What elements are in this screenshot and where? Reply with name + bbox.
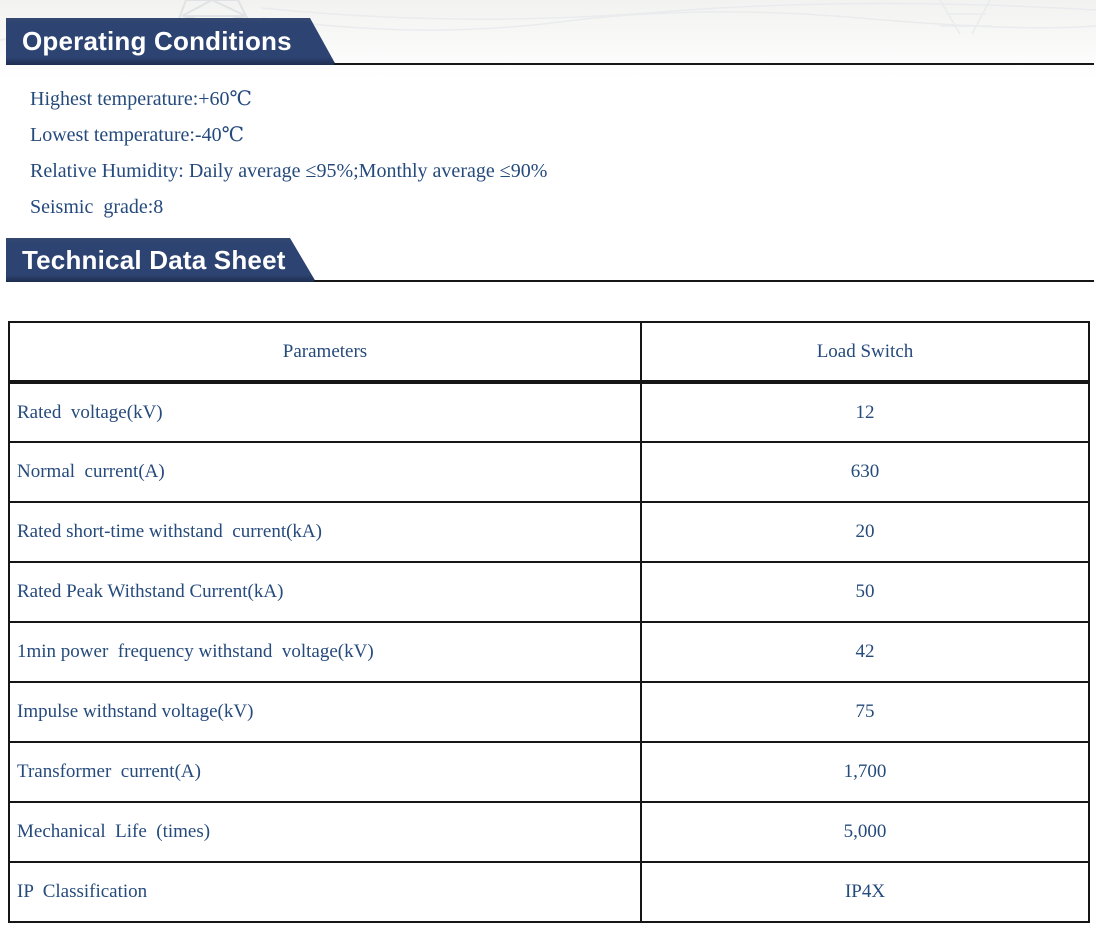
table-body: Rated voltage(kV) 12 Normal current(A) 6… [8,381,1090,923]
table-row: Rated Peak Withstand Current(kA) 50 [8,561,1090,623]
operating-conditions-list: Highest temperature:+60℃ Lowest temperat… [30,88,547,232]
param-cell: IP Classification [8,861,642,923]
condition-line-highest-temperature: Highest temperature:+60℃ [30,88,252,110]
section-rule-technical [314,280,1094,282]
section-banner-operating: Operating Conditions [6,18,336,65]
section-title-technical: Technical Data Sheet [22,244,286,275]
param-cell: Rated Peak Withstand Current(kA) [8,561,642,623]
condition-line-lowest-temperature: Lowest temperature:-40℃ [30,124,244,146]
section-title-operating: Operating Conditions [22,26,292,56]
section-rule-operating [334,63,1094,65]
section-banner-technical: Technical Data Sheet [6,238,316,282]
table-row: Transformer current(A) 1,700 [8,741,1090,803]
table-row: Impulse withstand voltage(kV) 75 [8,681,1090,743]
technical-data-table: Parameters Load Switch Rated voltage(kV)… [8,321,1090,923]
value-cell: 5,000 [640,801,1090,863]
value-cell: 75 [640,681,1090,743]
value-cell: 50 [640,561,1090,623]
table-row: Rated short-time withstand current(kA) 2… [8,501,1090,563]
condition-line-relative-humidity: Relative Humidity: Daily average ≤95%;Mo… [30,160,548,182]
param-cell: Impulse withstand voltage(kV) [8,681,642,743]
table-header-load-switch: Load Switch [640,321,1090,384]
table-row: Mechanical Life (times) 5,000 [8,801,1090,863]
value-cell: 42 [640,621,1090,683]
table-header-row: Parameters Load Switch [8,321,1090,384]
value-cell: 1,700 [640,741,1090,803]
condition-line-seismic-grade: Seismic grade:8 [30,196,164,218]
param-cell: Transformer current(A) [8,741,642,803]
technical-data-table-wrap: Parameters Load Switch Rated voltage(kV)… [8,321,1090,923]
table-row: 1min power frequency withstand voltage(k… [8,621,1090,683]
table-row: Rated voltage(kV) 12 [8,381,1090,443]
param-cell: Rated voltage(kV) [8,381,642,443]
table-header-parameters: Parameters [8,321,642,384]
value-cell: 20 [640,501,1090,563]
param-cell: Normal current(A) [8,441,642,503]
param-cell: Rated short-time withstand current(kA) [8,501,642,563]
param-cell: 1min power frequency withstand voltage(k… [8,621,642,683]
value-cell: 630 [640,441,1090,503]
value-cell: 12 [640,381,1090,443]
param-cell: Mechanical Life (times) [8,801,642,863]
value-cell: IP4X [640,861,1090,923]
table-row: Normal current(A) 630 [8,441,1090,503]
table-row: IP Classification IP4X [8,861,1090,923]
